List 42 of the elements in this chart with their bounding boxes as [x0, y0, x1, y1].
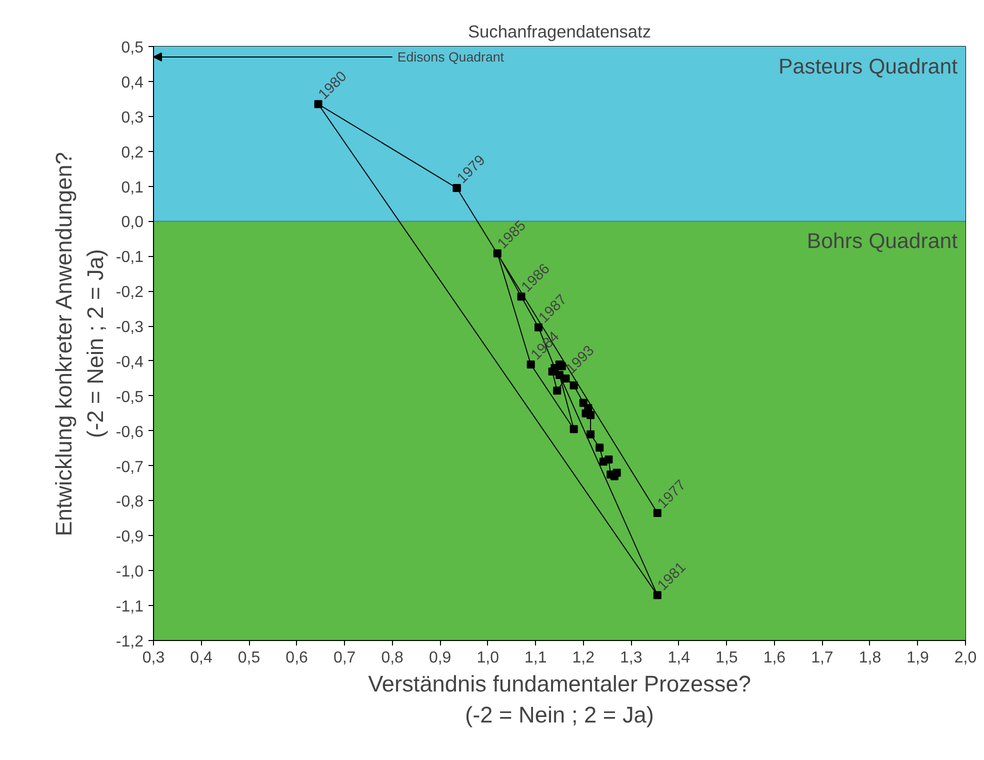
band-label: Bohrs Quadrant — [806, 229, 958, 254]
x-tick-label: 0,8 — [381, 650, 404, 666]
x-tick-label: 1,2 — [572, 650, 595, 666]
y-tick-label: 0,2 — [121, 144, 144, 162]
y-tick-label: -0,9 — [116, 528, 144, 546]
x-tick-label: 1,1 — [524, 650, 547, 666]
x-tick-label: 1,7 — [811, 650, 834, 666]
x-axis-title: Verständnis fundamentaler Prozesse? (-2 = Nein ; 2 = Ja) — [368, 670, 751, 728]
x-tick-label: 0,5 — [238, 650, 260, 666]
y-tick-label: -0,2 — [116, 284, 144, 302]
y-tick-label: -0,1 — [116, 249, 144, 266]
y-tick-label: -0,5 — [116, 388, 144, 406]
y-tick-label: -1,1 — [116, 598, 144, 616]
x-tick-label: 1,0 — [476, 650, 500, 666]
band-label: Pasteurs Quadrant — [778, 54, 958, 78]
y-tick-label: -0,7 — [116, 458, 144, 476]
y-tick-label: -0,3 — [116, 319, 144, 336]
x-tick-label: 1,3 — [620, 650, 642, 666]
y-tick-label: -1,2 — [116, 634, 144, 650]
x-tick-label: 0,4 — [190, 650, 212, 666]
y-axis-title: Entwicklung konkreter Anwendungen? (-2 = Nein ; 2 = Ja) — [50, 152, 108, 536]
x-tick-label: 2,0 — [954, 650, 977, 666]
y-tick-label: -0,4 — [116, 354, 144, 371]
x-tick-label: 0,6 — [286, 650, 308, 666]
x-tick-label: 1,9 — [906, 650, 929, 666]
y-tick-label: -1,0 — [116, 564, 144, 581]
x-tick-label: 0,9 — [428, 650, 452, 666]
y-tick-label: 0,0 — [121, 214, 144, 232]
y-tick-label: -0,6 — [116, 424, 144, 441]
x-tick-label: 0,7 — [333, 650, 356, 666]
x-tick-label: 1,6 — [763, 650, 786, 666]
chart-title: Suchanfragendatensatz — [468, 22, 652, 42]
y-tick-label: 0,1 — [121, 179, 144, 196]
y-tick-label: 0,5 — [121, 40, 144, 56]
x-tick-label: 1,8 — [858, 650, 882, 666]
y-tick-label: 0,4 — [121, 74, 144, 92]
x-tick-label: 1,4 — [668, 650, 690, 666]
x-tick-label: 1,5 — [716, 650, 738, 666]
y-tick-label: 0,3 — [121, 109, 144, 126]
annotation: Edisons Quadrant — [397, 49, 504, 64]
y-tick-label: -0,8 — [116, 494, 144, 511]
x-tick-label: 0,3 — [142, 650, 165, 666]
